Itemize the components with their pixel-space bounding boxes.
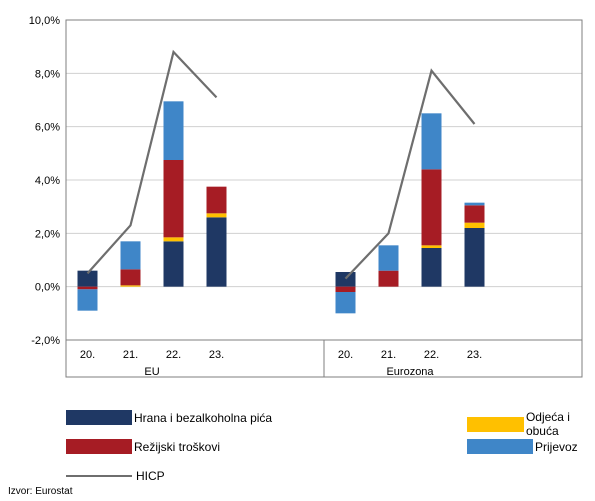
x-tick-label: 23.: [467, 349, 482, 361]
legend-label-odjeca: Odjeća i obuća: [525, 410, 570, 438]
legend-item-odjeca: Odjeća i obuća: [467, 410, 595, 438]
bar-segment: [206, 186, 227, 214]
bar-segment: [421, 245, 442, 248]
legend-swatch-prijevoz: [467, 439, 533, 454]
x-tick-label: 22.: [424, 349, 439, 361]
bar-segment: [163, 237, 184, 242]
bar-segment: [335, 286, 356, 292]
bar-segment: [206, 213, 227, 218]
y-tick-label: 10,0%: [29, 15, 60, 27]
source-note: Izvor: Eurostat: [8, 486, 73, 497]
x-tick-label: 21.: [123, 349, 138, 361]
bar-segment: [421, 113, 442, 170]
bar-segment: [335, 272, 356, 287]
y-tick-label: 6,0%: [35, 122, 60, 134]
bar-segment: [77, 289, 98, 311]
legend-item-rezijski: Režijski troškovi: [66, 439, 220, 454]
legend-label-hrana: Hrana i bezalkoholna pića: [134, 410, 273, 425]
legend-label-prijevoz: Prijevoz: [535, 439, 578, 454]
bar-segment: [120, 241, 141, 270]
bar-segment: [163, 241, 184, 287]
chart: -2,0% 0,0% 2,0% 4,0% 6,0% 8,0% 10,0% 20. 21. 22. 2…: [29, 15, 583, 378]
bar-segment: [120, 285, 141, 287]
bar-segment: [335, 292, 356, 314]
legend-swatch-hrana: [66, 410, 132, 425]
y-tick-label: 4,0%: [35, 175, 60, 187]
bar-segment: [378, 270, 399, 287]
legend-line-hicp: [66, 475, 132, 477]
group-label: Eurozona: [386, 366, 434, 378]
bar-segment: [120, 269, 141, 286]
bar-segment: [421, 248, 442, 287]
hicp-line: [86, 49, 218, 275]
bar-segment: [421, 169, 442, 246]
x-tick-label: 21.: [381, 349, 396, 361]
bar-segment: [77, 286, 98, 290]
y-tick-label: 8,0%: [35, 68, 60, 80]
bar-segment: [163, 101, 184, 160]
bar-segment: [77, 270, 98, 287]
bar-segment: [464, 202, 485, 206]
legend-item-hrana: Hrana i bezalkoholna pića: [66, 410, 272, 425]
bar-segment: [464, 205, 485, 223]
bar-segment: [163, 160, 184, 238]
bar-segment: [378, 245, 399, 271]
x-tick-label: 20.: [338, 349, 353, 361]
legend-swatch-rezijski: [66, 439, 132, 454]
legend-item-prijevoz: Prijevoz: [467, 439, 578, 454]
x-tick-label: 20.: [80, 349, 95, 361]
bar-segment: [464, 228, 485, 287]
y-tick-label: 0,0%: [35, 282, 60, 294]
y-tick-label: 2,0%: [35, 228, 60, 240]
y-tick-label: -2,0%: [31, 335, 60, 347]
legend-swatch-odjeca: [467, 416, 524, 432]
bar-segment: [206, 217, 227, 287]
legend-label-hicp: HICP: [136, 469, 165, 483]
x-tick-label: 22.: [166, 349, 181, 361]
group-label: EU: [144, 366, 159, 378]
legend-label-rezijski: Režijski troškovi: [134, 439, 221, 454]
hicp-line: [344, 68, 476, 280]
x-tick-label: 23.: [209, 349, 224, 361]
legend-item-hicp: HICP: [66, 469, 165, 483]
bar-segment: [464, 222, 485, 228]
